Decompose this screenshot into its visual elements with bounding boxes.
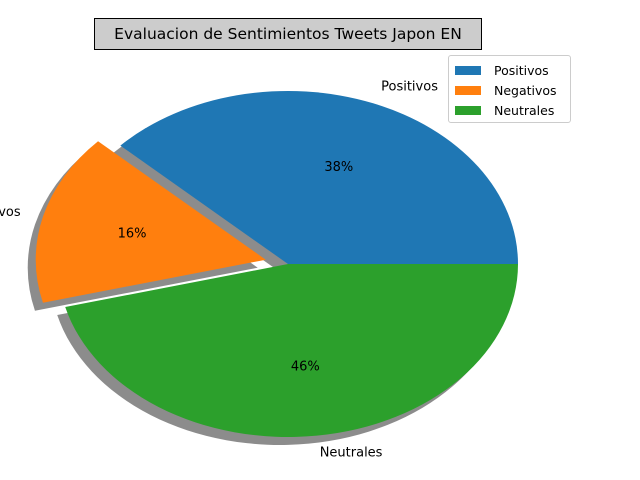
legend-item-negativos: Negativos xyxy=(455,80,570,100)
chart-legend: Positivos Negativos Neutrales xyxy=(448,55,571,123)
legend-swatch-neutrales xyxy=(455,105,481,115)
legend-label-neutrales: Neutrales xyxy=(494,102,555,118)
category-label-positivos: Positivos xyxy=(381,80,438,95)
legend-label-positivos: Positivos xyxy=(494,62,549,78)
category-label-negativos: Negativos xyxy=(0,205,21,220)
category-label-neutrales: Neutrales xyxy=(320,445,383,460)
pct-label-positivos: 38% xyxy=(324,160,353,175)
pct-label-negativos: 16% xyxy=(118,226,147,241)
legend-label-negativos: Negativos xyxy=(494,82,557,98)
pie-wedges xyxy=(35,91,518,437)
pie-labels: 38% Positivos 16% Negativos 46% Neutrales xyxy=(0,80,438,461)
wedge-negativos xyxy=(35,141,266,303)
legend-item-neutrales: Neutrales xyxy=(455,100,570,120)
wedge-positivos xyxy=(120,91,518,264)
chart-title: Evaluacion de Sentimientos Tweets Japon … xyxy=(94,18,482,50)
legend-item-positivos: Positivos xyxy=(455,60,570,80)
wedge-neutrales xyxy=(65,264,518,437)
pct-label-neutrales: 46% xyxy=(291,359,320,374)
legend-swatch-positivos xyxy=(455,65,481,75)
legend-swatch-negativos xyxy=(455,85,481,95)
